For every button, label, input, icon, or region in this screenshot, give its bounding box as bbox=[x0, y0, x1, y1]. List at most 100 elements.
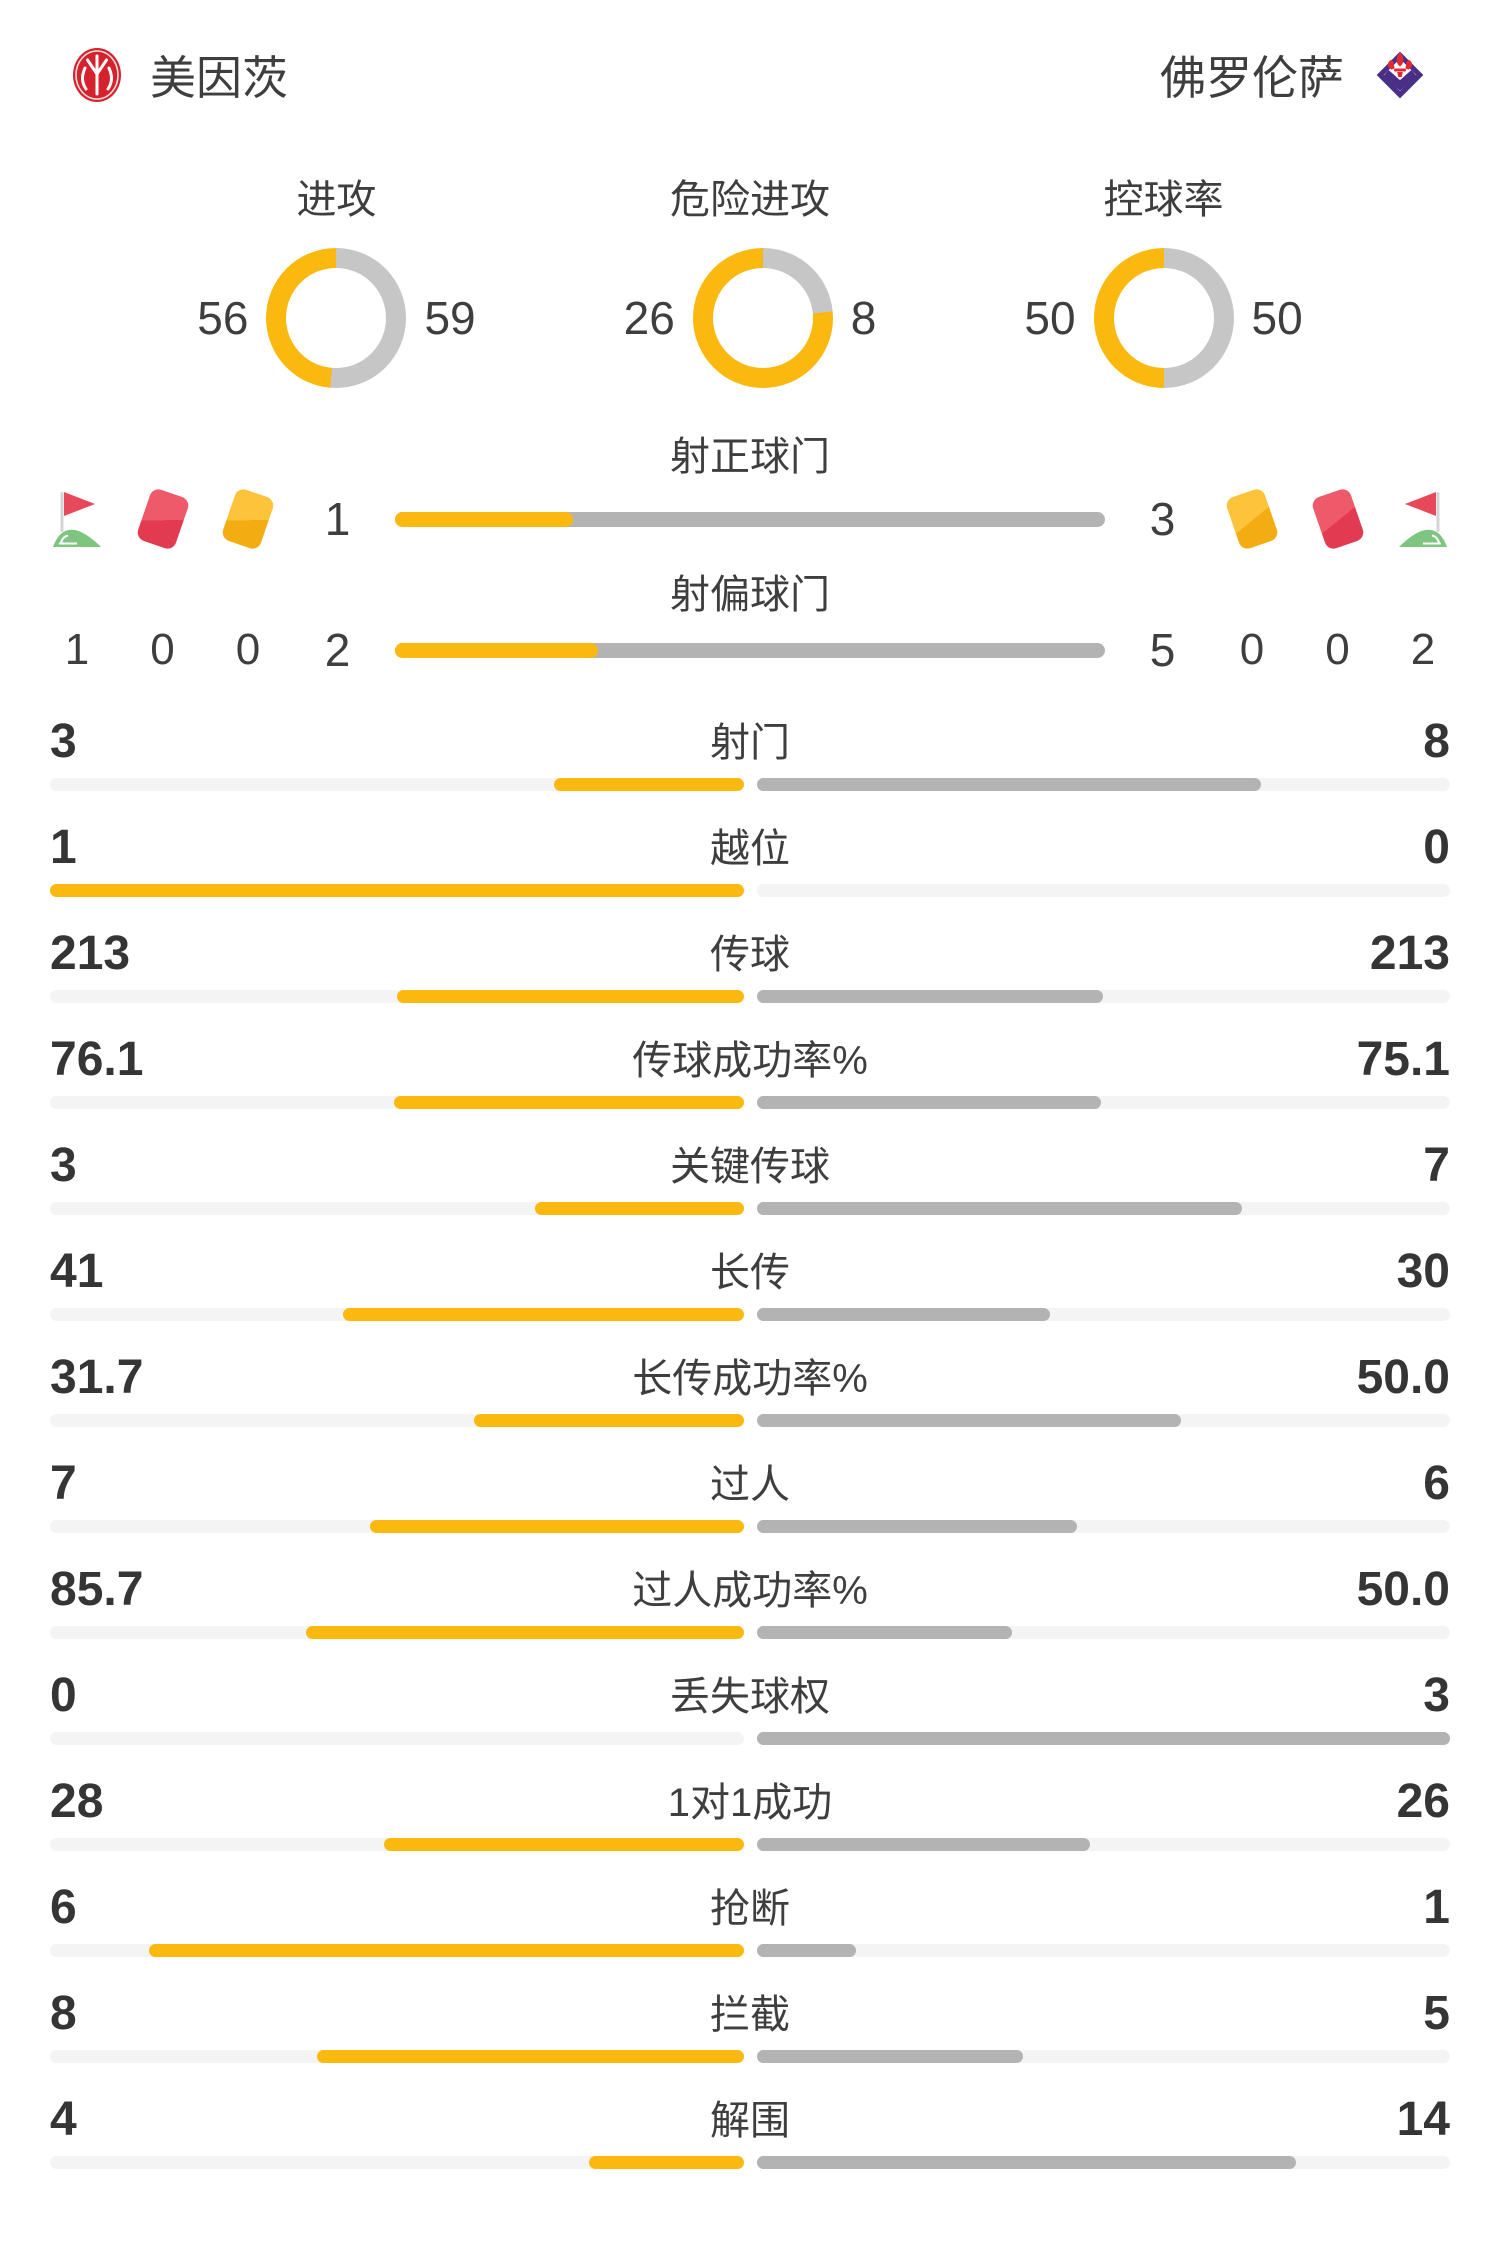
donut-title: 进攻 bbox=[296, 178, 377, 222]
stat-label: 解围 bbox=[710, 2099, 790, 2143]
stat-away-value: 213 bbox=[1369, 927, 1450, 980]
stat-home-fill bbox=[149, 1944, 744, 1957]
stat-row: 3 关键传球 7 bbox=[50, 1140, 1450, 1215]
stat-bar bbox=[50, 1944, 1450, 1957]
stat-home-value: 41 bbox=[50, 1245, 104, 1298]
stat-home-fill bbox=[383, 1838, 744, 1851]
stat-home-value: 7 bbox=[50, 1457, 77, 1510]
stat-away-value: 50.0 bbox=[1356, 1563, 1450, 1616]
team-away[interactable]: 佛罗伦萨 bbox=[1160, 42, 1428, 108]
shots-on-target-away: 3 bbox=[1149, 493, 1176, 545]
stat-away-fill bbox=[756, 2156, 1296, 2169]
home-discipline-counts: 1 0 0 bbox=[45, 625, 280, 675]
stat-home-value: 213 bbox=[50, 927, 131, 980]
stat-label: 过人成功率% bbox=[632, 1569, 868, 1613]
stat-home-fill bbox=[394, 1096, 744, 1109]
stat-away-track bbox=[756, 1838, 1450, 1851]
donut-body: 50 50 bbox=[1024, 248, 1303, 388]
stat-home-value: 8 bbox=[50, 1987, 77, 2040]
donut-chart: 危险进攻 26 8 bbox=[624, 176, 877, 388]
stat-away-fill bbox=[756, 1838, 1091, 1851]
stat-bar bbox=[50, 990, 1450, 1003]
stat-bar bbox=[50, 1626, 1450, 1639]
home-discipline-icons bbox=[45, 486, 280, 552]
stat-home-track bbox=[50, 1944, 744, 1957]
stat-home-fill bbox=[474, 1414, 744, 1427]
stat-home-value: 6 bbox=[50, 1881, 77, 1934]
stat-home-fill bbox=[305, 1626, 744, 1639]
stat-head: 6 抢断 1 bbox=[50, 1882, 1450, 1932]
stat-head: 4 解围 14 bbox=[50, 2094, 1450, 2144]
stat-head: 7 过人 6 bbox=[50, 1458, 1450, 1508]
donut-away-value: 8 bbox=[850, 292, 877, 344]
stat-home-value: 85.7 bbox=[50, 1563, 144, 1616]
stat-away-track bbox=[756, 1944, 1450, 1957]
stat-row: 85.7 过人成功率% 50.0 bbox=[50, 1564, 1450, 1639]
away-red-cards-count: 0 bbox=[1325, 625, 1350, 674]
donut-title: 危险进攻 bbox=[669, 178, 830, 222]
donut-home-value: 50 bbox=[1024, 292, 1076, 344]
stat-head: 31.7 长传成功率% 50.0 bbox=[50, 1352, 1450, 1402]
shots-on-target-title: 射正球门 bbox=[670, 435, 830, 479]
shots-off-target-home: 2 bbox=[324, 624, 351, 676]
stat-home-track bbox=[50, 1414, 744, 1427]
stat-bar bbox=[50, 1520, 1450, 1533]
stat-away-value: 75.1 bbox=[1356, 1033, 1450, 1086]
stat-away-track bbox=[756, 1520, 1450, 1533]
stat-label: 射门 bbox=[710, 721, 790, 765]
stat-away-fill bbox=[756, 1626, 1013, 1639]
home-corners-count: 1 bbox=[64, 625, 90, 674]
away-discipline-icons bbox=[1220, 486, 1455, 552]
stat-row: 31.7 长传成功率% 50.0 bbox=[50, 1352, 1450, 1427]
stat-away-fill bbox=[756, 778, 1261, 791]
donut-title: 控球率 bbox=[1103, 178, 1224, 222]
shots-off-target-away: 5 bbox=[1149, 624, 1176, 676]
stat-head: 41 长传 30 bbox=[50, 1246, 1450, 1296]
shots-on-target-home-fill bbox=[395, 511, 573, 527]
stat-away-value: 7 bbox=[1423, 1139, 1450, 1192]
stat-home-track bbox=[50, 1520, 744, 1533]
donut-charts: 进攻 56 59 危险进攻 26 8 控球率 50 50 bbox=[0, 176, 1500, 388]
stat-away-value: 8 bbox=[1423, 715, 1450, 768]
stat-head: 1 越位 0 bbox=[50, 822, 1450, 872]
stat-home-track bbox=[50, 1202, 744, 1215]
stat-row: 3 射门 8 bbox=[50, 716, 1450, 791]
stat-home-fill bbox=[343, 1308, 744, 1321]
stat-head: 85.7 过人成功率% 50.0 bbox=[50, 1564, 1450, 1614]
donut-ring bbox=[1093, 248, 1234, 388]
team-away-name: 佛罗伦萨 bbox=[1160, 52, 1344, 104]
stat-row: 6 抢断 1 bbox=[50, 1882, 1450, 1957]
away-yellow-card-icon bbox=[1220, 486, 1284, 552]
away-yellow-cards-count: 0 bbox=[1239, 625, 1265, 674]
stat-bar bbox=[50, 1096, 1450, 1109]
stat-head: 213 传球 213 bbox=[50, 928, 1450, 978]
match-stats-page: 美因茨 佛罗伦萨 进攻 5 bbox=[0, 42, 1500, 2169]
shots-off-target-bar bbox=[395, 642, 1105, 658]
stat-away-track bbox=[756, 990, 1450, 1003]
stat-away-track bbox=[756, 884, 1450, 897]
team-home-name: 美因茨 bbox=[150, 52, 288, 104]
stat-home-track bbox=[50, 1838, 744, 1851]
stat-label: 传球成功率% bbox=[632, 1039, 868, 1083]
stats-list: 3 射门 8 1 越位 0 213 传球 213 bbox=[0, 716, 1500, 2169]
home-yellow-cards-count: 0 bbox=[235, 625, 261, 674]
stat-home-track bbox=[50, 884, 744, 897]
stat-home-value: 3 bbox=[50, 1139, 77, 1192]
stat-head: 3 关键传球 7 bbox=[50, 1140, 1450, 1190]
team-home[interactable]: 美因茨 bbox=[72, 42, 288, 108]
stat-home-track bbox=[50, 1096, 744, 1109]
stat-row: 213 传球 213 bbox=[50, 928, 1450, 1003]
stat-bar bbox=[50, 1732, 1450, 1745]
stat-away-value: 30 bbox=[1396, 1245, 1450, 1298]
away-corner-flag-icon bbox=[1391, 490, 1455, 548]
stat-head: 76.1 传球成功率% 75.1 bbox=[50, 1034, 1450, 1084]
stat-label: 1对1成功 bbox=[667, 1781, 833, 1825]
home-red-cards-count: 0 bbox=[150, 625, 175, 674]
donut-body: 56 59 bbox=[197, 248, 476, 388]
stat-home-fill bbox=[554, 778, 744, 791]
stat-away-fill bbox=[756, 1096, 1101, 1109]
stat-home-value: 0 bbox=[50, 1669, 77, 1722]
home-red-card-icon bbox=[131, 486, 195, 552]
stat-home-track bbox=[50, 1732, 744, 1745]
donut-home-value: 56 bbox=[197, 292, 249, 344]
